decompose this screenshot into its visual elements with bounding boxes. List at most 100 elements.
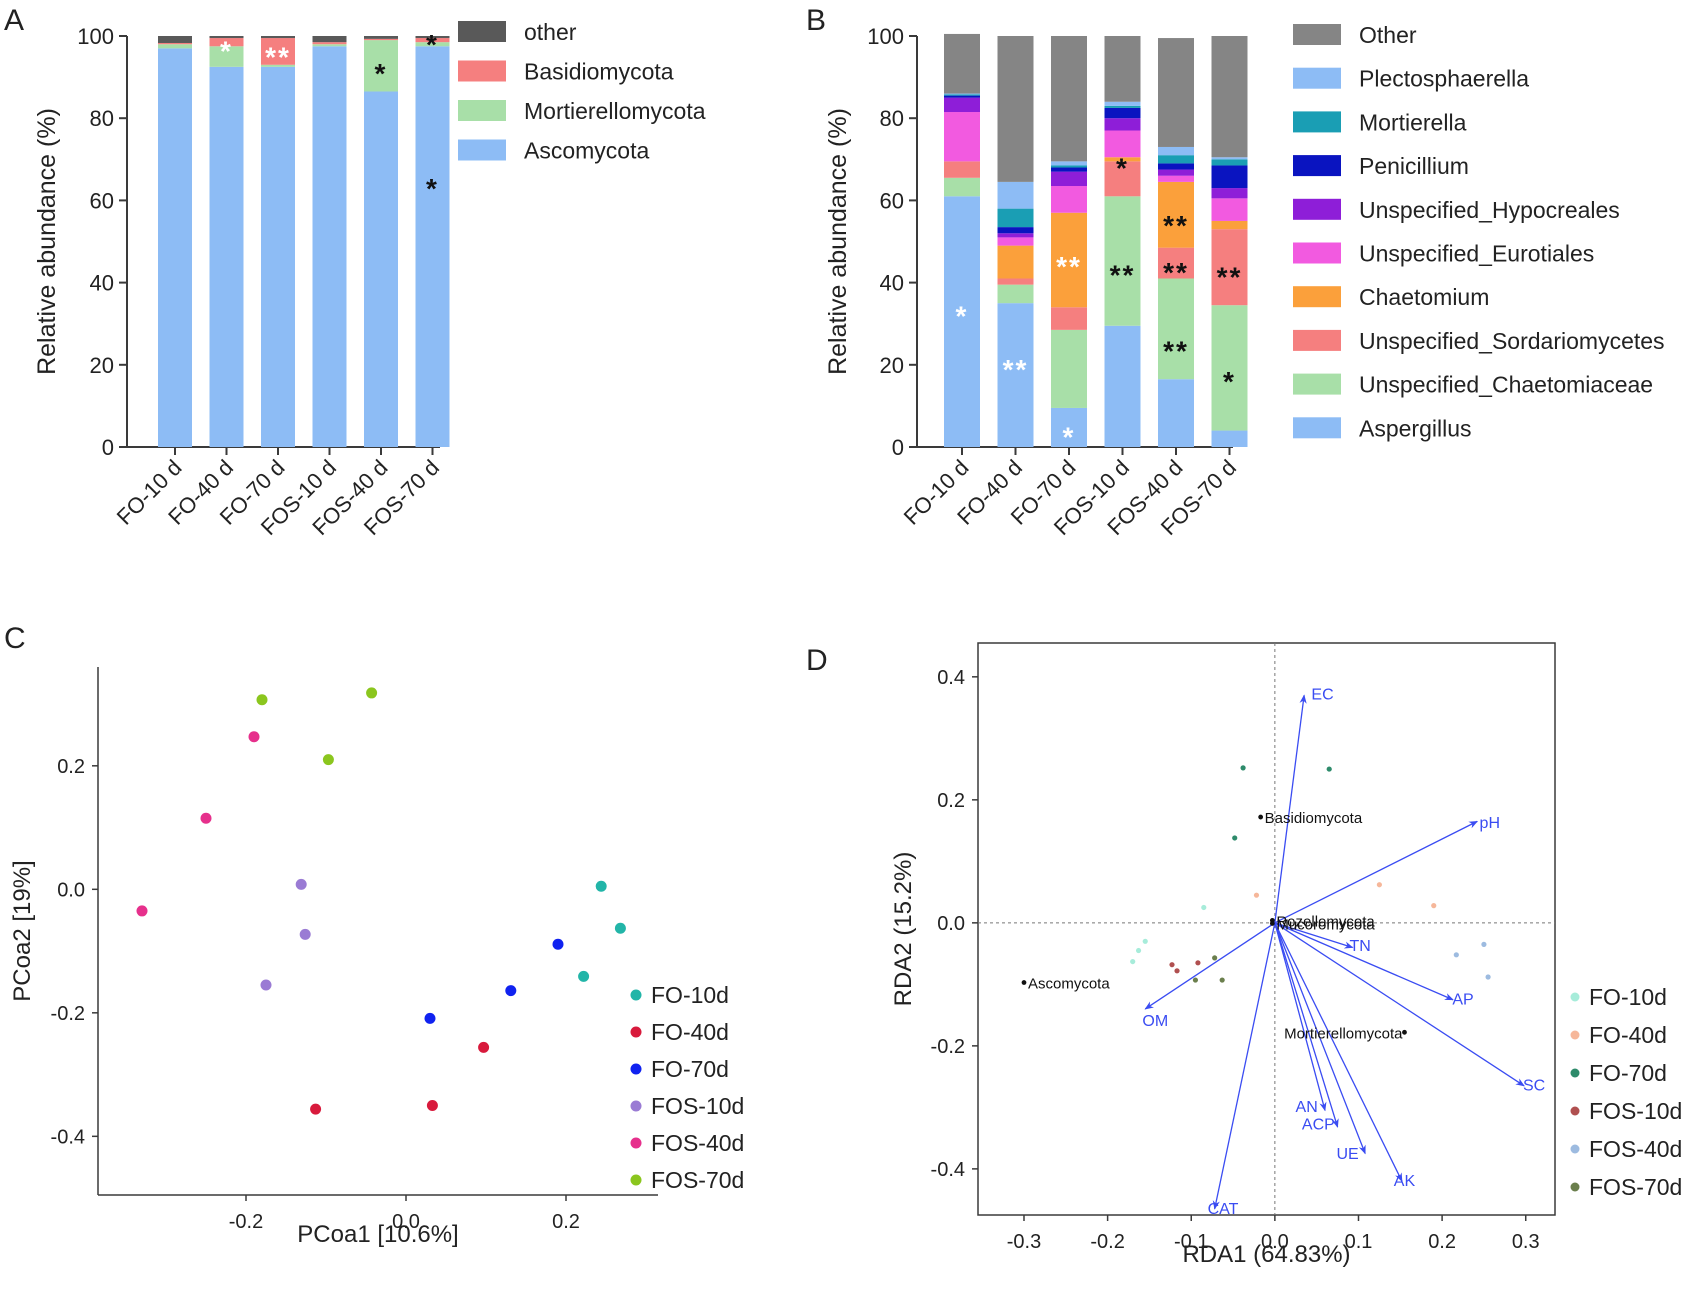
significance-star: * [426,29,439,60]
arrow-cat [1212,922,1276,1210]
x-axis-title: PCoa1 [10.6%] [297,1221,458,1248]
bar-segment-other-fo-70-d [1051,36,1087,162]
bar-segment-aspergillus-fo-10-d [944,196,980,447]
point-fo-40d-1 [1253,892,1260,898]
point-fo-70d-1 [1240,765,1246,771]
x-tick-label: 0.1 [1345,1231,1373,1253]
bar-segment-basidiomycota-fo-40-d [209,38,244,47]
y-axis-title: RDA2 (15.2%) [890,852,917,1007]
bar-segment-mortierellomycota-fo-10-d [158,44,192,49]
arrow-acp [1274,922,1339,1128]
legend-swatch-other [458,21,506,42]
species-point-mucoromycota [1269,921,1275,926]
bar-segment-mortierella-fo-40-d [997,208,1034,228]
y-tick-label: 20 [90,353,114,378]
legend-swatch-unspecified-hypocreales [1293,198,1341,220]
bar-segment-plectosphaerella-fo-10-d [944,93,980,95]
bar-segment-plectosphaerella-fos-10-d [1104,101,1141,106]
bar-segment-unspecified-chaetomiaceae-fo-70-d [1051,329,1087,408]
point-fos-40d-2 [200,812,212,824]
legend-label-fo-40d: FO-40d [651,1019,729,1045]
arrow-tn [1274,922,1354,949]
bar-segment-mortierellomycota-fos-70-d [415,42,450,47]
bar-segment-aspergillus-fos-10-d [1104,325,1141,447]
x-tick-label: -0.3 [1007,1231,1041,1253]
legend-label-ascomycota: Ascomycota [524,138,649,164]
point-fo-10d-3 [578,970,590,982]
x-tick-label: -0.2 [229,1211,263,1233]
legend-label-fo-10d: FO-10d [651,982,729,1008]
legend-label-unspecified-sordariomycetes: Unspecified_Sordariomycetes [1359,328,1665,354]
y-tick-label: -0.2 [931,1036,965,1058]
bar-segment-unspecified-eurotiales-fo-10-d [944,112,980,162]
legend-swatch-mortierella [1293,111,1341,133]
legend-label-fo-10d: FO-10d [1589,984,1667,1010]
bar-segment-chaetomium-fos-70-d [1211,220,1248,230]
legend-label-plectosphaerella: Plectosphaerella [1359,66,1529,92]
bar-segment-aspergillus-fos-70-d [1211,430,1248,447]
point-fos-10d-2 [1195,960,1201,966]
bar-segment-mortierellomycota-fos-10-d [312,44,347,47]
y-tick-label: 0.0 [937,913,965,935]
bar-segment-unspecified-hypocreales-fos-10-d [1104,118,1141,131]
legend-marker-fo-40d [630,1026,642,1038]
arrow-label-ue: UE [1336,1146,1358,1163]
point-fo-40d-2 [1376,882,1382,888]
y-tick-label: 0.2 [57,756,85,778]
point-fos-40d-1 [1453,952,1459,958]
legend-label-chaetomium: Chaetomium [1359,284,1489,310]
significance-star: ** [1163,257,1189,288]
arrow-label-sc: SC [1523,1078,1545,1095]
point-fos-70d-1 [366,687,378,699]
bar-segment-ascomycota-fos-70-d [415,46,450,448]
x-tick-label: 0.2 [1428,1231,1456,1253]
y-tick-label: 0 [102,435,114,460]
bar-segment-unspecified-eurotiales-fos-70-d [1211,198,1248,221]
bar-segment-mortierellomycota-fos-40-d [364,40,398,92]
legend-swatch-aspergillus [1293,417,1341,439]
legend-swatch-unspecified-sordariomycetes [1293,329,1341,351]
legend-marker-fos-70d [1570,1182,1580,1192]
point-fos-10d-3 [1174,968,1180,974]
point-fo-40d-3 [310,1103,322,1115]
species-label-ascomycota: Ascomycota [1028,976,1110,993]
legend-label-fos-70d: FOS-70d [1589,1174,1682,1200]
bar-segment-other-fos-40-d [1158,38,1194,147]
y-tick-label: -0.4 [931,1159,965,1181]
arrow-label-cat: CAT [1208,1201,1239,1218]
point-fo-10d-1 [1201,904,1207,911]
panel-letter-a: A [4,4,24,37]
legend-marker-fo-40d [1570,1030,1580,1040]
point-fos-10d-1 [1169,962,1175,968]
species-label-basidiomycota: Basidiomycota [1265,810,1363,827]
bar-segment-aspergillus-fos-40-d [1158,379,1194,447]
significance-star: * [1063,422,1076,453]
point-fo-70d-1 [552,938,564,950]
legend-label-fos-40d: FOS-40d [1589,1136,1682,1162]
significance-star: * [220,35,233,66]
legend-label-other: other [524,19,577,45]
bar-segment-unspecified-chaetomiaceae-fos-40-d [1158,278,1194,380]
point-fo-10d-4 [1130,958,1136,965]
significance-star: ** [1110,259,1136,290]
legend-label-fo-40d: FO-40d [1589,1022,1667,1048]
species-label-mucoromycota: Mucoromycota [1276,916,1375,933]
arrow-ec [1274,694,1307,923]
x-tick-label: -0.2 [1090,1231,1124,1253]
arrow-label-ec: EC [1311,686,1333,703]
y-tick-label: 80 [880,106,904,131]
x-tick-label: -0.1 [1174,1231,1208,1253]
arrow-label-acp: ACP [1302,1116,1335,1133]
species-label-mortierellomycota: Mortierellomycota [1284,1025,1403,1042]
point-fo-40d-2 [426,1099,438,1111]
y-tick-label: 100 [77,24,114,49]
panel-d-rda-biplot: -0.3 -0.2 -0.1 0.0 0.1 0.2 0.3 -0.4 -0.2 0.0 0.2 0.… [890,642,1682,1268]
bar-segment-penicillium-fo-40-d [997,227,1034,234]
point-fos-70d-3 [322,754,334,766]
bar-segment-basidiomycota-fos-40-d [364,38,398,41]
legend-label-fos-10d: FOS-10d [1589,1098,1682,1124]
bar-segment-chaetomium-fo-40-d [997,245,1034,279]
bar-segment-penicillium-fo-10-d [944,95,980,98]
bar-segment-unspecified-chaetomiaceae-fo-10-d [944,177,980,197]
